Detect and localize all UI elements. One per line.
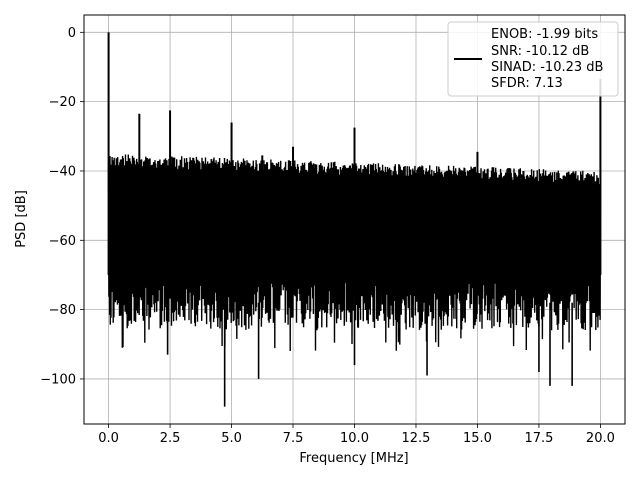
x-tick-label: 10.0 xyxy=(340,431,369,446)
y-tick-label: −20 xyxy=(49,95,76,110)
legend-entry-enob: ENOB: -1.99 bits xyxy=(491,27,598,42)
legend: ENOB: -1.99 bits SNR: -10.12 dB SINAD: -… xyxy=(447,21,619,97)
x-tick-label: 5.0 xyxy=(221,431,242,446)
x-tick-label: 2.5 xyxy=(160,431,181,446)
y-tick-label: −40 xyxy=(49,164,76,179)
x-tick-label: 15.0 xyxy=(463,431,492,446)
y-axis-ticks: 0 −20 −40 −60 −80 −100 xyxy=(40,26,84,387)
x-tick-label: 7.5 xyxy=(283,431,304,446)
x-tick-label: 20.0 xyxy=(586,431,615,446)
x-axis-ticks: 0.0 2.5 5.0 7.5 10.0 12.5 15.0 17.5 20.0 xyxy=(98,424,615,446)
y-tick-label: 0 xyxy=(68,26,76,41)
y-axis-label: PSD [dB] xyxy=(14,190,29,248)
legend-box xyxy=(447,21,619,97)
x-tick-label: 0.0 xyxy=(98,431,119,446)
x-tick-label: 17.5 xyxy=(524,431,553,446)
y-tick-label: −60 xyxy=(49,234,76,249)
y-tick-label: −80 xyxy=(49,303,76,318)
x-axis-label: Frequency [MHz] xyxy=(299,451,408,466)
x-tick-label: 12.5 xyxy=(402,431,431,446)
legend-entry-snr: SNR: -10.12 dB xyxy=(491,44,589,59)
y-tick-label: −100 xyxy=(40,372,76,387)
psd-series xyxy=(107,32,602,407)
legend-entry-sfdr: SFDR: 7.13 xyxy=(491,76,563,91)
legend-entry-sinad: SINAD: -10.23 dB xyxy=(491,60,603,75)
